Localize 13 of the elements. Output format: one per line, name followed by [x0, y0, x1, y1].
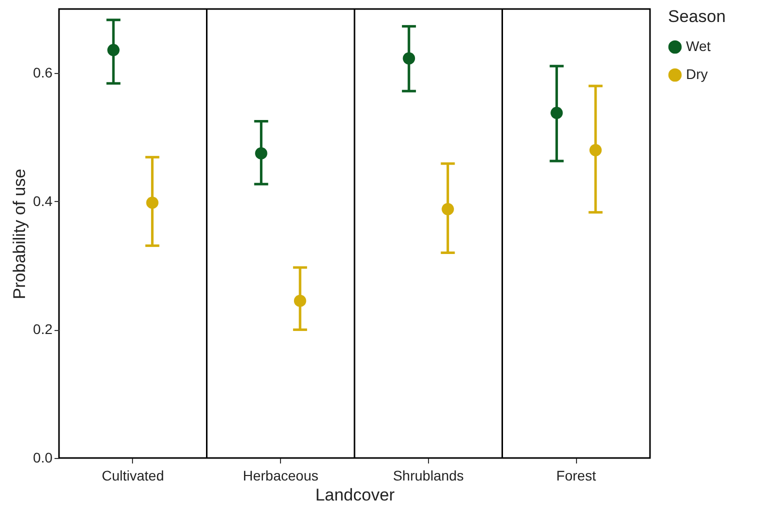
- legend-title: Season: [668, 7, 726, 26]
- x-tick-label: Herbaceous: [242, 468, 318, 484]
- legend-label: Dry: [686, 66, 708, 82]
- x-tick-label: Forest: [556, 468, 596, 484]
- y-axis-title: Probability of use: [10, 168, 30, 300]
- y-tick-label: 0.2: [33, 321, 53, 338]
- legend-label: Wet: [686, 38, 711, 54]
- x-axis-title: Landcover: [315, 486, 396, 504]
- y-tick-label: 0.0: [33, 450, 53, 466]
- y-tick-label: 0.6: [33, 64, 53, 81]
- x-tick-label: Cultivated: [102, 468, 164, 484]
- x-tick-label: Shrublands: [392, 468, 464, 484]
- y-tick-label: 0.4: [33, 192, 53, 209]
